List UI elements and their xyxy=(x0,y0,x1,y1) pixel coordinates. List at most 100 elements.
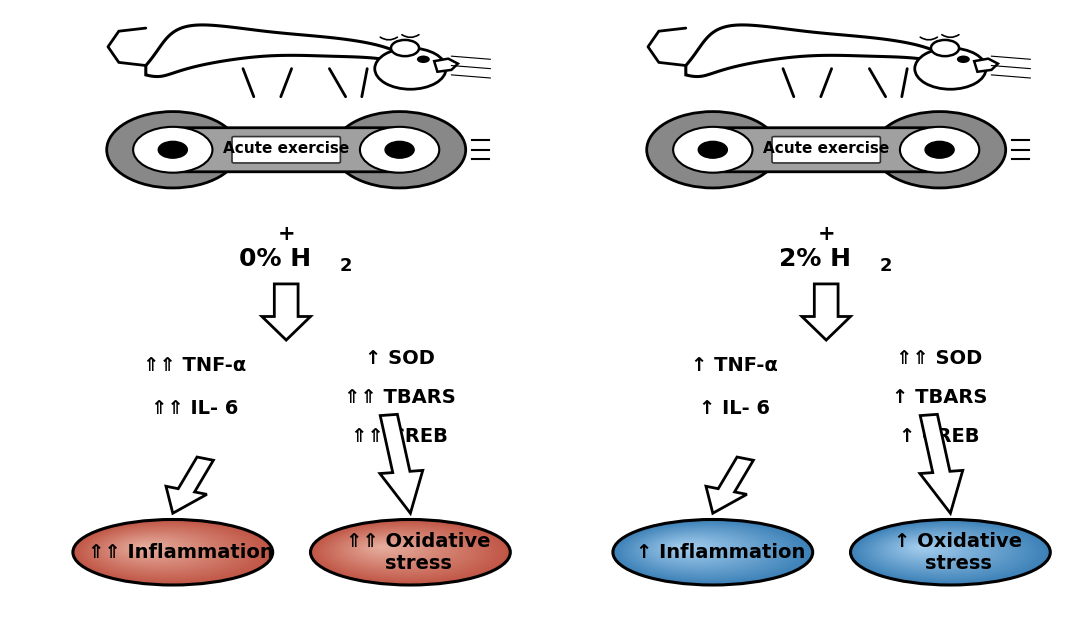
Ellipse shape xyxy=(122,539,181,558)
Text: ⇑⇑ TBARS: ⇑⇑ TBARS xyxy=(343,388,456,407)
Ellipse shape xyxy=(138,545,151,550)
Text: ⇑⇑ Oxidative
stress: ⇑⇑ Oxidative stress xyxy=(347,532,490,573)
Ellipse shape xyxy=(96,529,229,572)
Ellipse shape xyxy=(636,529,769,572)
Ellipse shape xyxy=(862,524,1028,578)
Ellipse shape xyxy=(329,527,475,575)
Circle shape xyxy=(874,112,1005,188)
Ellipse shape xyxy=(680,546,687,548)
Ellipse shape xyxy=(378,546,384,548)
Ellipse shape xyxy=(332,528,471,573)
Ellipse shape xyxy=(902,540,955,557)
Ellipse shape xyxy=(134,544,160,552)
Ellipse shape xyxy=(616,520,808,583)
Ellipse shape xyxy=(98,530,225,571)
Ellipse shape xyxy=(666,540,713,556)
Text: ↑ IL- 6: ↑ IL- 6 xyxy=(699,399,770,418)
Ellipse shape xyxy=(874,529,1007,572)
Ellipse shape xyxy=(640,530,760,570)
Ellipse shape xyxy=(360,539,419,558)
Ellipse shape xyxy=(918,546,924,548)
Ellipse shape xyxy=(348,534,441,565)
Ellipse shape xyxy=(658,537,730,561)
Ellipse shape xyxy=(916,545,929,550)
Circle shape xyxy=(107,112,239,188)
Ellipse shape xyxy=(660,538,726,560)
Ellipse shape xyxy=(622,523,795,580)
Text: Acute exercise: Acute exercise xyxy=(764,141,889,156)
Ellipse shape xyxy=(124,540,177,557)
Circle shape xyxy=(386,142,414,158)
Ellipse shape xyxy=(650,534,743,565)
Ellipse shape xyxy=(334,529,467,572)
Ellipse shape xyxy=(613,519,813,585)
Circle shape xyxy=(931,40,959,56)
Ellipse shape xyxy=(90,526,242,576)
Polygon shape xyxy=(686,25,950,77)
Ellipse shape xyxy=(876,530,1002,571)
Ellipse shape xyxy=(76,520,268,583)
Ellipse shape xyxy=(313,520,505,583)
Ellipse shape xyxy=(108,534,207,566)
Ellipse shape xyxy=(104,532,216,568)
Ellipse shape xyxy=(912,544,937,552)
Text: ↑ TNF-α: ↑ TNF-α xyxy=(691,356,778,374)
Ellipse shape xyxy=(900,539,959,558)
Ellipse shape xyxy=(374,544,393,551)
Ellipse shape xyxy=(110,534,203,565)
Ellipse shape xyxy=(851,519,1051,585)
Ellipse shape xyxy=(94,528,233,573)
Ellipse shape xyxy=(634,528,773,573)
Ellipse shape xyxy=(352,536,432,562)
Polygon shape xyxy=(380,414,422,513)
FancyBboxPatch shape xyxy=(772,137,880,163)
Ellipse shape xyxy=(664,540,717,557)
Ellipse shape xyxy=(327,526,480,576)
Ellipse shape xyxy=(869,527,1015,575)
Circle shape xyxy=(647,112,779,188)
Text: 2: 2 xyxy=(339,258,352,275)
Ellipse shape xyxy=(878,530,998,570)
Text: Acute exercise: Acute exercise xyxy=(224,141,349,156)
Ellipse shape xyxy=(618,521,804,582)
Ellipse shape xyxy=(646,532,752,567)
Ellipse shape xyxy=(140,546,147,548)
Ellipse shape xyxy=(890,535,976,563)
Circle shape xyxy=(915,48,986,89)
Text: ↑ Oxidative
stress: ↑ Oxidative stress xyxy=(894,532,1023,573)
FancyBboxPatch shape xyxy=(232,137,340,163)
Ellipse shape xyxy=(100,530,220,570)
Ellipse shape xyxy=(638,530,765,571)
Ellipse shape xyxy=(671,542,704,553)
Ellipse shape xyxy=(346,534,445,566)
Ellipse shape xyxy=(73,519,273,585)
Ellipse shape xyxy=(858,522,1037,581)
Ellipse shape xyxy=(120,538,186,560)
Ellipse shape xyxy=(648,534,747,566)
Ellipse shape xyxy=(343,532,449,567)
Ellipse shape xyxy=(888,534,981,565)
Text: 2: 2 xyxy=(879,258,892,275)
Ellipse shape xyxy=(892,536,972,562)
Ellipse shape xyxy=(364,540,410,556)
Ellipse shape xyxy=(86,525,246,577)
Ellipse shape xyxy=(676,544,696,551)
Polygon shape xyxy=(920,414,962,513)
Circle shape xyxy=(699,142,727,158)
Ellipse shape xyxy=(886,534,985,566)
Polygon shape xyxy=(706,457,754,513)
Circle shape xyxy=(133,127,213,173)
Ellipse shape xyxy=(895,537,968,561)
Circle shape xyxy=(417,56,430,63)
Circle shape xyxy=(673,127,753,173)
FancyBboxPatch shape xyxy=(710,128,943,172)
Ellipse shape xyxy=(350,535,436,563)
Circle shape xyxy=(900,127,980,173)
Ellipse shape xyxy=(318,522,497,581)
Ellipse shape xyxy=(897,538,963,560)
Ellipse shape xyxy=(914,544,933,551)
Ellipse shape xyxy=(324,525,484,577)
Ellipse shape xyxy=(322,524,488,578)
Ellipse shape xyxy=(362,540,415,557)
Ellipse shape xyxy=(92,527,238,575)
